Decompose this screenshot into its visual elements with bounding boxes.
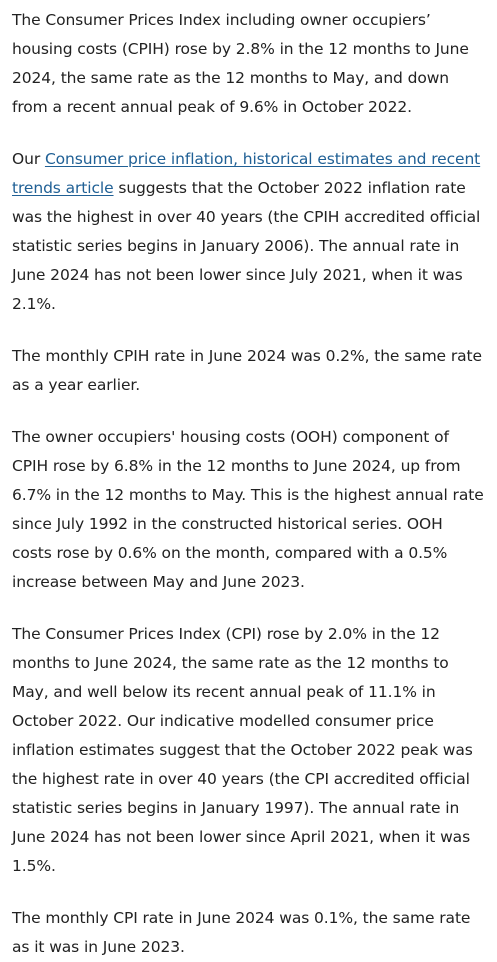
paragraph-ooh-component: The owner occupiers' housing costs (OOH)…	[12, 428, 484, 591]
historical-estimates-article-link[interactable]: Consumer price inflation, historical est…	[12, 150, 481, 197]
paragraph-prefix: Our	[12, 150, 45, 168]
paragraph-cpih-monthly: The monthly CPIH rate in June 2024 was 0…	[12, 347, 482, 394]
paragraph-historical-estimates: Our Consumer price inflation, historical…	[12, 145, 485, 319]
paragraph-cpi-monthly: The monthly CPI rate in June 2024 was 0.…	[12, 909, 471, 956]
paragraph-cpih-annual: The Consumer Prices Index including owne…	[12, 11, 469, 116]
paragraph-suffix: suggests that the October 2022 inflation…	[12, 179, 481, 313]
paragraph-cpi-annual: The Consumer Prices Index (CPI) rose by …	[12, 625, 473, 875]
article-body: The Consumer Prices Index including owne…	[12, 11, 485, 956]
